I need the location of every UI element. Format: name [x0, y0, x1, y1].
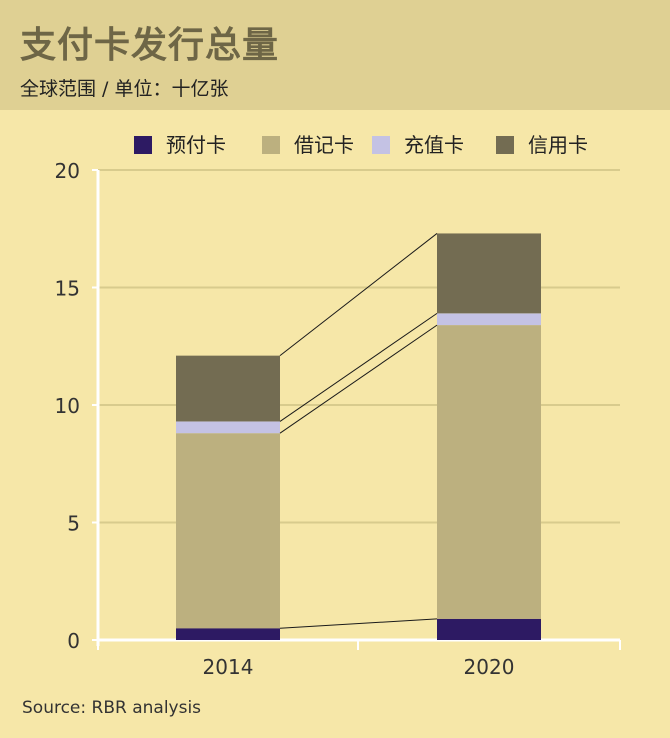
connector-line [279, 618, 438, 629]
legend-swatch [134, 136, 152, 154]
legend-label: 预付卡 [166, 133, 226, 157]
bar-segment-2014-0 [176, 628, 280, 640]
bar-segment-2014-1 [176, 433, 280, 629]
y-tick-label: 5 [67, 512, 80, 536]
chart-title: 支付卡发行总量 [20, 25, 280, 66]
legend-swatch [496, 136, 514, 154]
legend-swatch [262, 136, 280, 154]
bar-segment-2020-3 [437, 233, 541, 314]
connector-line [279, 324, 438, 434]
connector-line [279, 312, 438, 422]
y-tick-label: 0 [67, 629, 80, 653]
connector-line [279, 233, 438, 357]
bar-segment-2014-2 [176, 421, 280, 434]
y-tick-label: 15 [55, 277, 80, 301]
bar-segment-2020-2 [437, 313, 541, 326]
x-tick-label: 2020 [464, 655, 515, 679]
bar-segment-2020-1 [437, 325, 541, 619]
chart-area: 0 5 10 15 20 2014 2020 预付卡 借记卡 充值卡 信用卡 [55, 133, 621, 679]
x-tick-label: 2014 [203, 655, 254, 679]
header-band: 支付卡发行总量 全球范围 / 单位：十亿张 [0, 0, 670, 110]
legend-swatch [372, 136, 390, 154]
chart-subtitle: 全球范围 / 单位：十亿张 [20, 78, 229, 100]
bar-segment-2020-0 [437, 618, 541, 640]
legend-label: 信用卡 [528, 133, 588, 157]
bar-segment-2014-3 [176, 355, 280, 422]
y-tick-label: 10 [55, 394, 80, 418]
legend-label: 充值卡 [404, 133, 464, 157]
y-tick-label: 20 [55, 159, 80, 183]
legend-label: 借记卡 [294, 133, 354, 157]
source-note: Source: RBR analysis [22, 698, 202, 718]
